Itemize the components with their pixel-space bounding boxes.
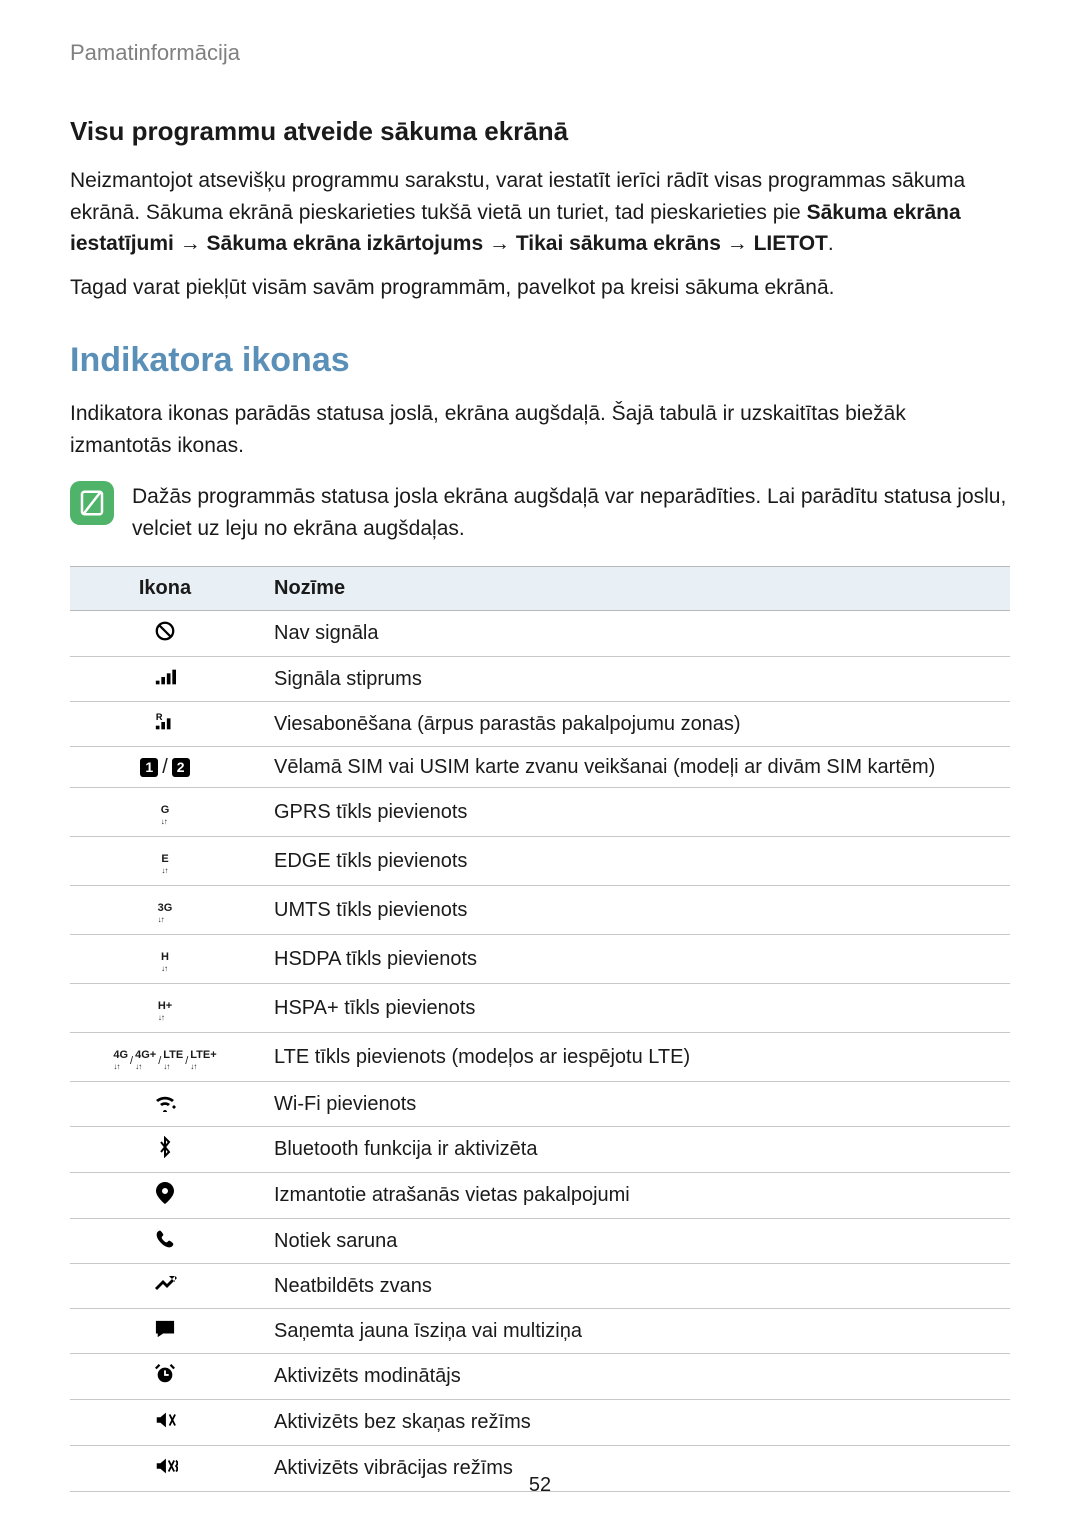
note-icon <box>70 481 114 525</box>
section-subheading: Visu programmu atveide sākuma ekrānā <box>70 116 1010 147</box>
umts-icon: 3G↓↑ <box>158 902 173 926</box>
sim-card-icon: 1 / 2 <box>140 755 189 779</box>
note-block: Dažās programmās statusa josla ekrāna au… <box>70 481 1010 544</box>
para-text: . <box>828 232 834 255</box>
row-meaning: UMTS tīkls pievienots <box>260 886 1010 935</box>
section-title: Indikatora ikonas <box>70 341 1010 380</box>
table-row: Aktivizēts modinātājs <box>70 1354 1010 1400</box>
hspa-plus-icon: H+↓↑ <box>158 1000 172 1024</box>
row-meaning: GPRS tīkls pievienots <box>260 788 1010 837</box>
row-meaning: Aktivizēts modinātājs <box>260 1354 1010 1400</box>
table-row: G↓↑ GPRS tīkls pievienots <box>70 788 1010 837</box>
row-meaning: Viesabonēšana (ārpus parastās pakalpojum… <box>260 702 1010 747</box>
wifi-icon <box>153 1090 177 1114</box>
table-row: E↓↑ EDGE tīkls pievienots <box>70 837 1010 886</box>
row-meaning: HSDPA tīkls pievienots <box>260 935 1010 984</box>
location-icon <box>156 1181 174 1205</box>
roaming-icon: R <box>154 710 176 734</box>
col-header-icon: Ikona <box>70 567 260 611</box>
breadcrumb: Pamatinformācija <box>70 40 1010 66</box>
note-text: Dažās programmās statusa josla ekrāna au… <box>132 481 1010 544</box>
table-row: R Viesabonēšana (ārpus parastās pakalpoj… <box>70 702 1010 747</box>
new-message-icon <box>154 1317 176 1341</box>
missed-call-icon <box>153 1272 177 1296</box>
alarm-icon <box>154 1362 176 1386</box>
table-row: Wi-Fi pievienots <box>70 1082 1010 1127</box>
svg-text:R: R <box>156 712 163 722</box>
table-row: 3G↓↑ UMTS tīkls pievienots <box>70 886 1010 935</box>
row-meaning: Signāla stiprums <box>260 657 1010 702</box>
page-number: 52 <box>0 1474 1080 1497</box>
table-row: Bluetooth funkcija ir aktivizēta <box>70 1127 1010 1173</box>
row-meaning: Wi-Fi pievienots <box>260 1082 1010 1127</box>
bluetooth-icon <box>157 1135 173 1159</box>
edge-icon: E↓↑ <box>161 853 168 877</box>
signal-strength-icon <box>154 665 176 689</box>
mute-icon <box>154 1408 176 1432</box>
row-meaning: HSPA+ tīkls pievienots <box>260 984 1010 1033</box>
paragraph: Indikatora ikonas parādās statusa joslā,… <box>70 398 1010 461</box>
row-meaning: Izmantotie atrašanās vietas pakalpojumi <box>260 1173 1010 1219</box>
table-row: Izmantotie atrašanās vietas pakalpojumi <box>70 1173 1010 1219</box>
hsdpa-icon: H↓↑ <box>161 951 169 975</box>
table-row: Neatbildēts zvans <box>70 1264 1010 1309</box>
table-row: 1 / 2 Vēlamā SIM vai USIM karte zvanu ve… <box>70 747 1010 788</box>
table-row: Saņemta jauna īsziņa vai multiziņa <box>70 1309 1010 1354</box>
row-meaning: Neatbildēts zvans <box>260 1264 1010 1309</box>
lte-icon: 4G↓↑ / 4G+↓↑ / LTE↓↑ / LTE+↓↑ <box>113 1049 216 1073</box>
table-header-row: Ikona Nozīme <box>70 567 1010 611</box>
paragraph: Tagad varat piekļūt visām savām programm… <box>70 272 1010 304</box>
call-in-progress-icon <box>155 1227 175 1251</box>
col-header-meaning: Nozīme <box>260 567 1010 611</box>
row-meaning: Aktivizēts bez skaņas režīms <box>260 1400 1010 1446</box>
no-signal-icon <box>154 619 176 643</box>
table-row: Signāla stiprums <box>70 657 1010 702</box>
row-meaning: EDGE tīkls pievienots <box>260 837 1010 886</box>
row-meaning: Vēlamā SIM vai USIM karte zvanu veikšana… <box>260 747 1010 788</box>
sep: / <box>162 756 168 779</box>
row-meaning: Bluetooth funkcija ir aktivizēta <box>260 1127 1010 1173</box>
table-row: H↓↑ HSDPA tīkls pievienots <box>70 935 1010 984</box>
sim-1-badge: 1 <box>140 758 158 777</box>
gprs-icon: G↓↑ <box>161 804 170 828</box>
table-row: Notiek saruna <box>70 1219 1010 1264</box>
row-meaning: Notiek saruna <box>260 1219 1010 1264</box>
table-row: H+↓↑ HSPA+ tīkls pievienots <box>70 984 1010 1033</box>
row-meaning: Saņemta jauna īsziņa vai multiziņa <box>260 1309 1010 1354</box>
paragraph: Neizmantojot atsevišķu programmu sarakst… <box>70 165 1010 260</box>
table-row: Aktivizēts bez skaņas režīms <box>70 1400 1010 1446</box>
row-meaning: Nav signāla <box>260 611 1010 657</box>
table-row: Nav signāla <box>70 611 1010 657</box>
sim-2-badge: 2 <box>172 758 190 777</box>
row-meaning: LTE tīkls pievienots (modeļos ar iespējo… <box>260 1033 1010 1082</box>
indicator-icons-table: Ikona Nozīme Nav signāla Signāla stiprum… <box>70 566 1010 1492</box>
table-row: 4G↓↑ / 4G+↓↑ / LTE↓↑ / LTE+↓↑ LTE tīkls … <box>70 1033 1010 1082</box>
